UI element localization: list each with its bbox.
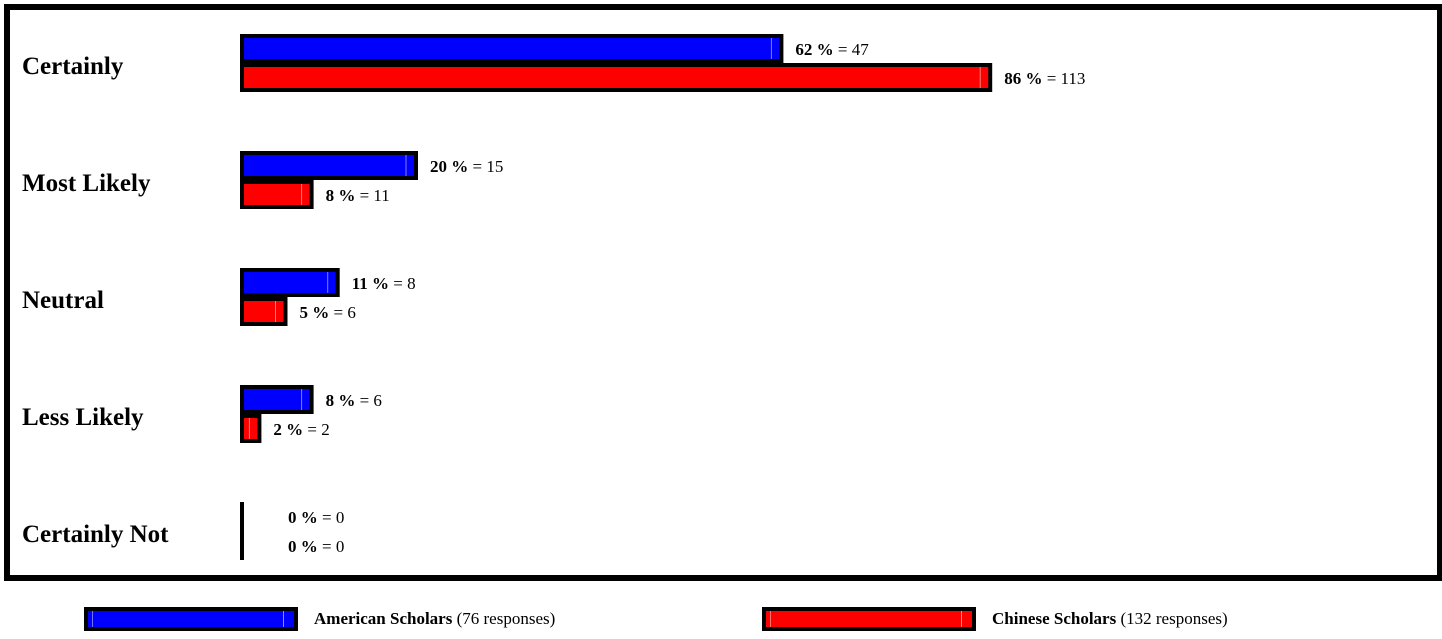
data-label: 8 % = 6 xyxy=(326,391,382,410)
legend-swatch-chinese xyxy=(762,607,976,631)
data-label-percent: 8 % xyxy=(326,391,356,410)
data-label: 11 % = 8 xyxy=(352,274,416,293)
bar-chinese xyxy=(240,180,314,209)
data-label-percent: 11 % xyxy=(352,274,389,293)
data-label-count: = 15 xyxy=(468,157,503,176)
bar-american xyxy=(240,151,418,180)
data-label-percent: 86 % xyxy=(1004,69,1042,88)
bar-american xyxy=(240,502,244,531)
bar-american xyxy=(240,268,340,297)
data-label-percent: 20 % xyxy=(430,157,468,176)
legend-item-american: American Scholars (76 responses) xyxy=(84,604,555,634)
data-label-count: = 47 xyxy=(834,40,870,59)
data-label-percent: 0 % xyxy=(288,508,318,527)
category-label: Neutral xyxy=(22,287,104,314)
bar-american xyxy=(240,385,314,414)
data-label-count: = 113 xyxy=(1042,69,1085,88)
data-label-percent: 62 % xyxy=(795,40,833,59)
data-label-percent: 5 % xyxy=(300,303,330,322)
bar-chinese xyxy=(240,297,288,326)
data-label-percent: 2 % xyxy=(273,420,303,439)
category-label: Certainly Not xyxy=(22,521,169,548)
data-label-percent: 0 % xyxy=(288,537,318,556)
data-label-count: = 0 xyxy=(318,537,345,556)
legend-label-american: American Scholars (76 responses) xyxy=(314,609,555,629)
legend-response-count: (132 responses) xyxy=(1120,609,1228,628)
bar-chinese xyxy=(240,63,993,92)
data-label-count: = 6 xyxy=(329,303,356,322)
category-label: Most Likely xyxy=(22,170,151,197)
legend-series-name: American Scholars xyxy=(314,609,453,628)
data-label: 62 % = 47 xyxy=(795,40,869,59)
category-label: Certainly xyxy=(22,53,124,80)
data-label: 0 % = 0 xyxy=(288,508,344,527)
category-label: Less Likely xyxy=(22,404,144,431)
data-label: 8 % = 11 xyxy=(326,186,390,205)
data-label: 86 % = 113 xyxy=(1004,69,1085,88)
data-label-count: = 11 xyxy=(355,186,389,205)
data-label: 2 % = 2 xyxy=(273,420,329,439)
data-label-count: = 6 xyxy=(355,391,382,410)
chart-frame: Certainly 62 % = 47 86 % = 113 Most Likely 2… xyxy=(4,4,1442,581)
data-label: 0 % = 0 xyxy=(288,537,344,556)
data-label: 5 % = 6 xyxy=(300,303,356,322)
legend-response-count: (76 responses) xyxy=(456,609,556,628)
bar-american xyxy=(240,34,784,63)
bar-chinese xyxy=(240,414,262,443)
data-label-count: = 2 xyxy=(303,420,330,439)
bar-chinese xyxy=(240,531,244,560)
legend-label-chinese: Chinese Scholars (132 responses) xyxy=(992,609,1228,629)
legend-swatch-american xyxy=(84,607,298,631)
data-label-percent: 8 % xyxy=(326,186,356,205)
legend-series-name: Chinese Scholars xyxy=(992,609,1117,628)
data-label-count: = 8 xyxy=(389,274,416,293)
bar-chart: Certainly 62 % = 47 86 % = 113 Most Likely 2… xyxy=(22,34,1085,560)
legend-item-chinese: Chinese Scholars (132 responses) xyxy=(762,604,1228,634)
data-label-count: = 0 xyxy=(318,508,345,527)
data-label: 20 % = 15 xyxy=(430,157,503,176)
